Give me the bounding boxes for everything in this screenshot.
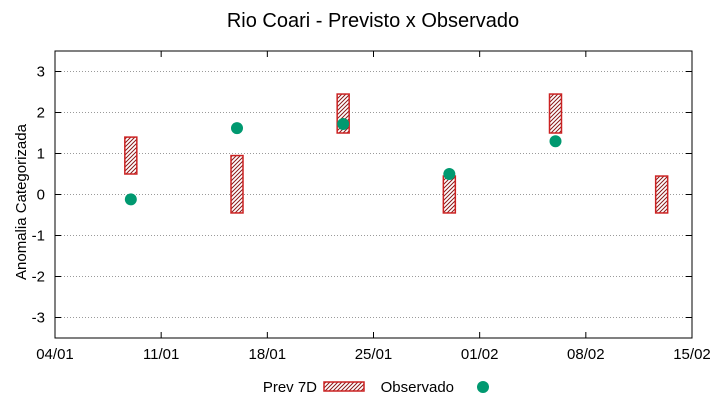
x-tick-label: 08/02 [567, 346, 605, 363]
legend-label-observado: Observado [381, 379, 454, 396]
x-axis-ticks: 04/01 11/01 18/01 25/01 01/02 08/02 15/02 [36, 51, 711, 363]
y-tick-label: -3 [32, 310, 45, 327]
y-tick-label: 1 [37, 146, 45, 163]
forecast-range-box [548, 93, 563, 134]
observed-point [124, 193, 137, 206]
forecast-range-box [124, 136, 138, 175]
observed-point [337, 117, 350, 130]
forecast-range-box [230, 154, 244, 214]
x-tick-label: 04/01 [36, 346, 74, 363]
forecast-range-box [442, 175, 457, 214]
x-tick-label: 11/01 [143, 346, 179, 363]
chart-title: Rio Coari - Previsto x Observado [227, 10, 519, 32]
legend-label-prev-7d: Prev 7D [263, 379, 317, 396]
legend-marker-observado [477, 381, 489, 393]
y-axis-label: Anomalia Categorizada [13, 123, 30, 280]
x-tick-label: 25/01 [355, 346, 393, 363]
y-tick-label: -2 [32, 269, 45, 286]
x-tick-label: 18/01 [249, 346, 287, 363]
x-tick-label: 15/02 [673, 346, 711, 363]
legend: Prev 7D Observado [263, 379, 489, 396]
observed-point-layer [124, 117, 562, 206]
forecast-range-box [654, 175, 669, 214]
x-tick-label: 01/02 [461, 346, 499, 363]
y-tick-label: 2 [37, 105, 45, 122]
plot-frame [54, 50, 693, 339]
legend-swatch-prev-7d [323, 381, 365, 392]
y-tick-label: 0 [37, 187, 45, 204]
observed-point [443, 168, 456, 180]
y-axis-ticks: -3 -2 -1 0 1 2 3 [32, 64, 692, 327]
grid-layer [55, 71, 692, 318]
y-tick-label: 3 [37, 64, 45, 81]
observed-point [231, 122, 243, 135]
y-tick-label: -1 [32, 228, 45, 245]
observed-point [549, 135, 562, 148]
